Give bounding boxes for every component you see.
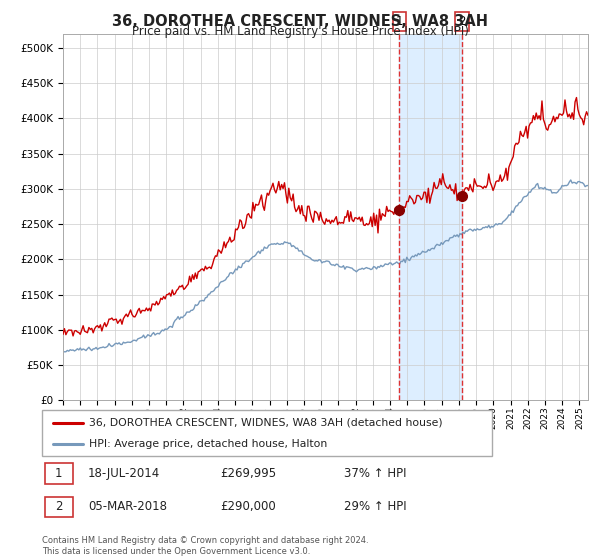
Text: Price paid vs. HM Land Registry's House Price Index (HPI): Price paid vs. HM Land Registry's House … bbox=[131, 25, 469, 38]
Text: Contains HM Land Registry data © Crown copyright and database right 2024.
This d: Contains HM Land Registry data © Crown c… bbox=[42, 536, 368, 556]
Text: £269,995: £269,995 bbox=[220, 467, 277, 480]
Text: £290,000: £290,000 bbox=[220, 500, 276, 514]
Text: 37% ↑ HPI: 37% ↑ HPI bbox=[344, 467, 407, 480]
Text: 18-JUL-2014: 18-JUL-2014 bbox=[88, 467, 160, 480]
Bar bbox=[400, 34, 462, 400]
Text: 29% ↑ HPI: 29% ↑ HPI bbox=[344, 500, 407, 514]
Text: 1: 1 bbox=[395, 15, 403, 28]
FancyBboxPatch shape bbox=[45, 497, 73, 517]
Text: 36, DOROTHEA CRESCENT, WIDNES, WA8 3AH: 36, DOROTHEA CRESCENT, WIDNES, WA8 3AH bbox=[112, 14, 488, 29]
FancyBboxPatch shape bbox=[42, 410, 492, 456]
Text: 1: 1 bbox=[55, 467, 62, 480]
Text: HPI: Average price, detached house, Halton: HPI: Average price, detached house, Halt… bbox=[89, 439, 328, 449]
Text: 05-MAR-2018: 05-MAR-2018 bbox=[88, 500, 167, 514]
Text: 2: 2 bbox=[458, 15, 466, 28]
Text: 2: 2 bbox=[55, 500, 62, 514]
Text: 36, DOROTHEA CRESCENT, WIDNES, WA8 3AH (detached house): 36, DOROTHEA CRESCENT, WIDNES, WA8 3AH (… bbox=[89, 418, 443, 428]
FancyBboxPatch shape bbox=[45, 463, 73, 484]
